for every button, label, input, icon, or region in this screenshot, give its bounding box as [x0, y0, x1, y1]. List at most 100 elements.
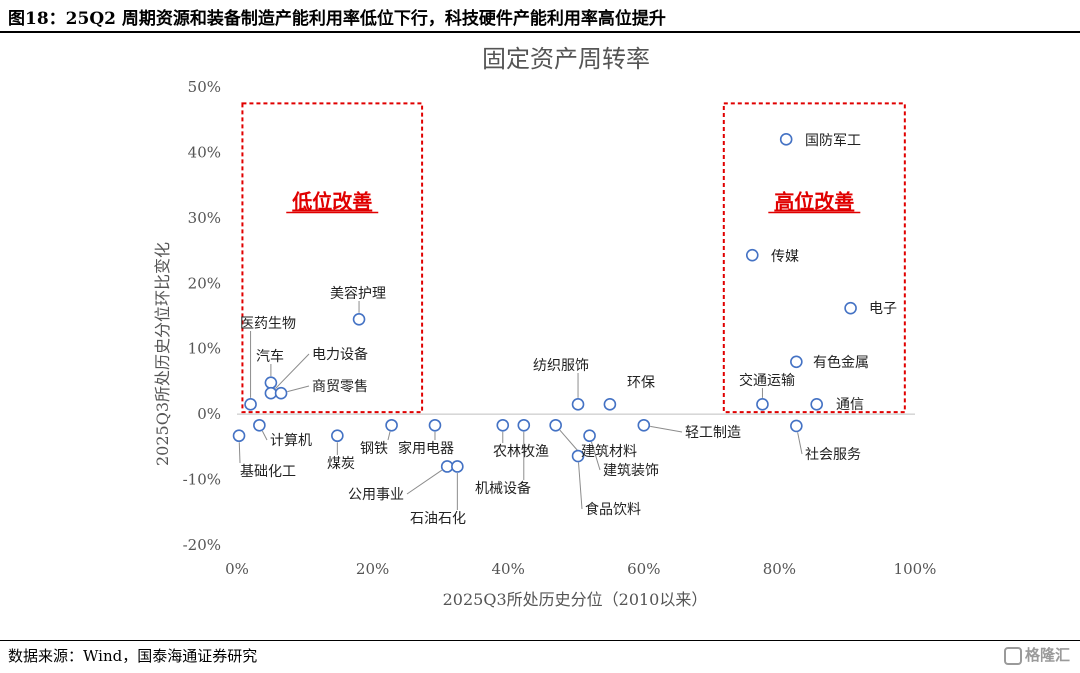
y-tick-0-: 0% [197, 405, 221, 423]
x-tick-40-: 40% [492, 560, 525, 578]
data-points [232, 133, 857, 473]
y-axis-title: 2025Q3所处历史分位环比变化 [153, 242, 172, 466]
y-tick--10-: -10% [183, 471, 221, 489]
point-轻工制造 [637, 418, 651, 432]
point-商贸零售 [274, 386, 288, 400]
highlight-regions: 低位改善 高位改善 [241, 102, 906, 414]
scatter-chart: 固定资产周转率 低位改善 高位改善 50% 40% 30% 20% 10% 0% -10% -2… [153, 45, 936, 609]
leader-社会服务 [797, 432, 803, 455]
figure-header: 图18：25Q2 周期资源和装备制造产能利用率低位下行，科技硬件产能利用率高位提… [0, 0, 1080, 33]
label-煤炭: 煤炭 [327, 456, 355, 472]
leader-轻工制造 [650, 425, 683, 433]
label-leader-lines [238, 301, 803, 510]
point-通信 [810, 398, 823, 411]
chart-title: 固定资产周转率 [482, 45, 650, 73]
label-建筑材料: 建筑材料 [581, 444, 637, 460]
label-社会服务: 社会服务 [805, 447, 861, 463]
label-建筑装饰: 建筑装饰 [603, 463, 659, 479]
point-农林牧渔 [496, 418, 510, 432]
y-tick-20-: 20% [188, 274, 221, 292]
label-机械设备: 机械设备 [475, 480, 531, 497]
region-box-1 [241, 102, 424, 414]
label-家用电器: 家用电器 [398, 440, 454, 457]
point-医药生物 [244, 398, 257, 411]
point-煤炭 [331, 429, 344, 443]
point-计算机 [253, 418, 266, 432]
source-note: 数据来源：Wind，国泰海通证券研究 [8, 647, 258, 665]
label-基础化工: 基础化工 [240, 463, 296, 480]
leader-公用事业 [406, 469, 443, 495]
x-tick-0-: 0% [225, 560, 249, 578]
point-有色金属 [790, 355, 803, 369]
label-食品饮料: 食品饮料 [585, 501, 641, 518]
point-电子 [844, 301, 857, 315]
point-纺织服饰 [571, 398, 585, 411]
point-环保 [603, 398, 617, 411]
leader-基础化工 [238, 442, 241, 464]
watermark-text: 格隆汇 [1024, 646, 1070, 664]
point-美容护理 [352, 312, 366, 326]
point-钢铁 [385, 418, 398, 432]
header-divider [0, 31, 1080, 33]
label-电子: 电子 [869, 301, 897, 317]
label-农林牧渔: 农林牧渔 [493, 444, 549, 460]
point-建筑装饰 [583, 429, 596, 443]
label-纺织服饰: 纺织服饰 [533, 358, 589, 374]
label-电力设备: 电力设备 [312, 346, 368, 363]
point-汽车 [264, 376, 278, 390]
y-tick-50-: 50% [188, 78, 221, 96]
y-tick--20-: -20% [183, 536, 221, 554]
point-基础化工 [232, 429, 246, 443]
y-tick-40-: 40% [188, 143, 221, 161]
leader-电力设备 [275, 353, 310, 389]
y-tick-10-: 10% [188, 340, 221, 358]
leader-计算机 [261, 430, 268, 441]
label-国防军工: 国防军工 [805, 133, 861, 149]
label-医药生物: 医药生物 [240, 316, 296, 332]
leader-商贸零售 [287, 385, 310, 393]
label-有色金属: 有色金属 [813, 354, 869, 371]
region-label-1: 低位改善 [291, 190, 372, 214]
point-机械设备 [517, 418, 531, 432]
label-交通运输: 交通运输 [739, 372, 795, 389]
label-商贸零售: 商贸零售 [312, 379, 368, 395]
point-公用事业 [440, 460, 454, 473]
figure-title: 图18：25Q2 周期资源和装备制造产能利用率低位下行，科技硬件产能利用率高位提… [8, 9, 666, 29]
label-轻工制造: 轻工制造 [685, 425, 741, 441]
x-tick-80-: 80% [763, 560, 796, 578]
label-传媒: 传媒 [771, 249, 799, 265]
point-食品饮料 [571, 449, 585, 463]
x-tick-60-: 60% [627, 560, 660, 578]
label-通信: 通信 [836, 397, 864, 413]
leader-食品饮料 [578, 462, 583, 510]
y-tick-30-: 30% [188, 209, 221, 227]
label-美容护理: 美容护理 [330, 285, 386, 302]
label-计算机: 计算机 [270, 433, 312, 449]
point-传媒 [745, 248, 759, 262]
point-电力设备 [264, 386, 278, 400]
x-tick-20-: 20% [356, 560, 389, 578]
leader-建筑装饰 [590, 441, 601, 471]
watermark-logo-icon [1003, 646, 1022, 665]
label-公用事业: 公用事业 [348, 487, 404, 503]
label-钢铁: 钢铁 [360, 441, 388, 457]
point-国防军工 [779, 133, 793, 146]
x-axis-title: 2025Q3所处历史分位（2010以来） [443, 590, 708, 609]
point-社会服务 [790, 419, 803, 433]
leader-建筑材料 [559, 429, 579, 452]
x-tick-100-: 100% [894, 560, 937, 578]
leader-钢铁 [387, 431, 391, 441]
point-石油石化 [451, 460, 464, 473]
point-家用电器 [428, 418, 442, 432]
footer-divider [0, 640, 1080, 641]
label-汽车: 汽车 [256, 348, 284, 365]
watermark: 格隆汇 [1003, 644, 1070, 665]
x-axis-ticks: 0% 20% 40% 60% 80% 100% [225, 560, 936, 578]
point-建筑材料 [549, 418, 562, 432]
point-交通运输 [756, 398, 769, 411]
y-axis-ticks: 50% 40% 30% 20% 10% 0% -10% -20% [183, 78, 221, 554]
label-环保: 环保 [627, 375, 655, 391]
region-label-2: 高位改善 [774, 190, 854, 214]
label-石油石化: 石油石化 [410, 511, 466, 527]
